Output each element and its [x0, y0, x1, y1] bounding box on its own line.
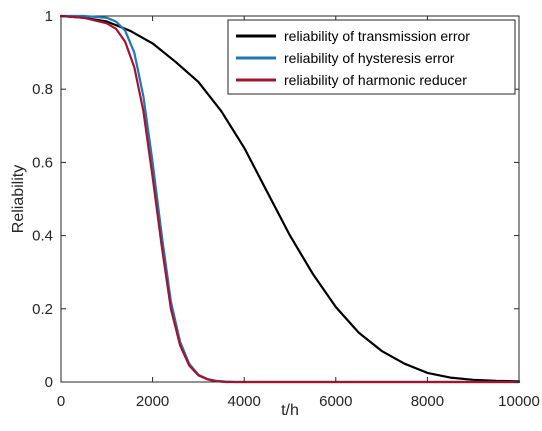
- series-layer: [59, 14, 521, 384]
- y-tick-label: 0.6: [32, 154, 53, 171]
- x-tick-label: 4000: [228, 393, 261, 410]
- x-tick-label: 8000: [411, 393, 444, 410]
- y-axis-ticks: 0 0.2 0.4 0.6 0.8 1: [32, 8, 519, 391]
- series-line-3: [59, 14, 521, 384]
- legend: reliability of transmission error reliabi…: [227, 19, 516, 95]
- x-axis-label: t/h: [281, 402, 299, 419]
- x-tick-label: 0: [57, 393, 65, 410]
- y-tick-label: 1: [45, 8, 53, 25]
- legend-label: reliability of harmonic reducer: [284, 72, 467, 88]
- series-line-1: [59, 14, 521, 383]
- legend-label: reliability of transmission error: [284, 28, 470, 44]
- x-tick-label: 10000: [498, 393, 540, 410]
- x-axis-ticks: 0 2000 4000 6000 8000 10000: [57, 16, 540, 410]
- y-axis-label: Reliability: [10, 165, 27, 233]
- x-tick-label: 6000: [319, 393, 352, 410]
- x-tick-label: 2000: [136, 393, 169, 410]
- y-tick-label: 0.4: [32, 228, 53, 245]
- y-tick-label: 0: [45, 374, 53, 391]
- y-tick-label: 0.8: [32, 81, 53, 98]
- legend-label: reliability of hysteresis error: [284, 50, 455, 66]
- y-tick-label: 0.2: [32, 301, 53, 318]
